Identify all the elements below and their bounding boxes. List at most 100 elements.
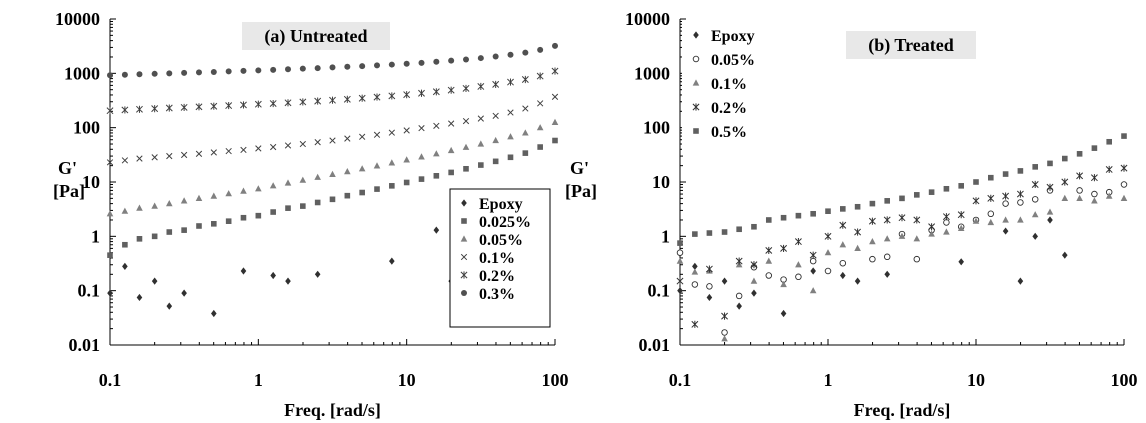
data-point xyxy=(692,262,698,270)
data-point xyxy=(551,67,559,75)
data-point xyxy=(107,252,113,258)
x-tick-label: 10 xyxy=(967,370,985,390)
data-point xyxy=(418,89,425,97)
data-point xyxy=(780,244,788,252)
data-point xyxy=(255,185,262,192)
series-0.2% xyxy=(106,67,559,115)
legend-label: Epoxy xyxy=(479,196,523,213)
data-point xyxy=(299,65,306,72)
data-point xyxy=(181,227,187,233)
data-point xyxy=(1032,164,1039,170)
data-point xyxy=(1106,138,1112,145)
data-point xyxy=(987,210,995,218)
legend-label: 0.05% xyxy=(479,232,523,249)
data-point xyxy=(433,173,440,179)
data-point xyxy=(839,259,847,267)
data-point xyxy=(388,129,395,136)
data-point xyxy=(869,255,876,263)
data-point xyxy=(433,122,440,130)
y-tick-label: 10 xyxy=(652,172,670,192)
data-point xyxy=(1061,251,1068,259)
data-point xyxy=(107,72,113,79)
data-point xyxy=(1061,155,1068,162)
data-point xyxy=(987,218,995,226)
data-point xyxy=(1047,216,1053,224)
data-point xyxy=(839,241,847,248)
data-point xyxy=(1120,181,1128,188)
data-point xyxy=(418,153,425,160)
data-point xyxy=(166,302,173,310)
data-point xyxy=(507,154,514,161)
data-point xyxy=(181,289,187,297)
data-point xyxy=(329,137,336,144)
data-point xyxy=(552,137,558,144)
data-point xyxy=(794,238,802,246)
data-point xyxy=(750,277,758,284)
series-0.05% xyxy=(676,181,1128,336)
data-point xyxy=(254,100,262,108)
data-point xyxy=(358,94,366,102)
data-point xyxy=(270,143,277,151)
data-point xyxy=(691,268,699,275)
data-point xyxy=(462,84,470,92)
x-tick-label: 0.1 xyxy=(669,370,692,390)
data-point xyxy=(478,162,484,168)
data-point xyxy=(958,183,964,189)
data-point xyxy=(839,221,847,229)
data-point xyxy=(433,58,440,65)
legend-label: 0.05% xyxy=(711,52,755,69)
data-point xyxy=(765,217,772,223)
data-point xyxy=(373,93,381,101)
y-tick-label: 10000 xyxy=(625,9,670,29)
data-point xyxy=(1076,151,1083,157)
series-Epoxy xyxy=(107,226,454,318)
data-point xyxy=(795,273,802,281)
y-tick-label: 100 xyxy=(643,118,670,138)
data-point xyxy=(270,66,277,73)
data-point xyxy=(691,320,699,328)
data-point xyxy=(240,67,247,74)
data-point xyxy=(854,277,861,285)
legend-label: 0.3% xyxy=(479,286,515,303)
y-tick-label: 0.01 xyxy=(639,335,671,355)
data-point xyxy=(1002,227,1009,235)
x-tick-label: 100 xyxy=(542,370,569,390)
y-tick-label: 10000 xyxy=(55,9,100,29)
data-point xyxy=(462,117,470,125)
data-point xyxy=(358,165,366,172)
data-point xyxy=(706,293,713,302)
data-point xyxy=(735,292,743,300)
x-axis-label: Freq. [rad/s] xyxy=(284,400,381,420)
data-point xyxy=(165,200,173,207)
data-point xyxy=(537,46,544,53)
data-point xyxy=(329,170,336,177)
data-point xyxy=(1017,216,1024,223)
data-point xyxy=(136,155,143,162)
data-point xyxy=(1031,180,1039,189)
data-point xyxy=(973,179,979,185)
y-tick-label: 0.01 xyxy=(69,335,101,355)
legend-label: 0.2% xyxy=(479,268,515,285)
data-point xyxy=(810,267,816,275)
data-point xyxy=(106,210,114,217)
data-point xyxy=(269,182,277,189)
data-point xyxy=(403,127,410,134)
data-point xyxy=(780,309,787,318)
data-point xyxy=(765,246,773,255)
data-point xyxy=(765,257,773,264)
data-point xyxy=(492,53,499,60)
chart-title: (b) Treated xyxy=(868,35,954,56)
series-0.5% xyxy=(677,133,1127,246)
data-point xyxy=(388,92,396,100)
data-point xyxy=(344,135,351,142)
data-point xyxy=(300,203,306,209)
data-point xyxy=(1016,190,1024,198)
data-point xyxy=(388,61,395,68)
data-point xyxy=(536,124,544,131)
data-point xyxy=(735,257,743,265)
data-point xyxy=(840,206,846,212)
series-0.025% xyxy=(107,137,558,258)
series-0.1% xyxy=(106,93,559,166)
data-point xyxy=(884,198,891,204)
data-point xyxy=(121,71,128,78)
